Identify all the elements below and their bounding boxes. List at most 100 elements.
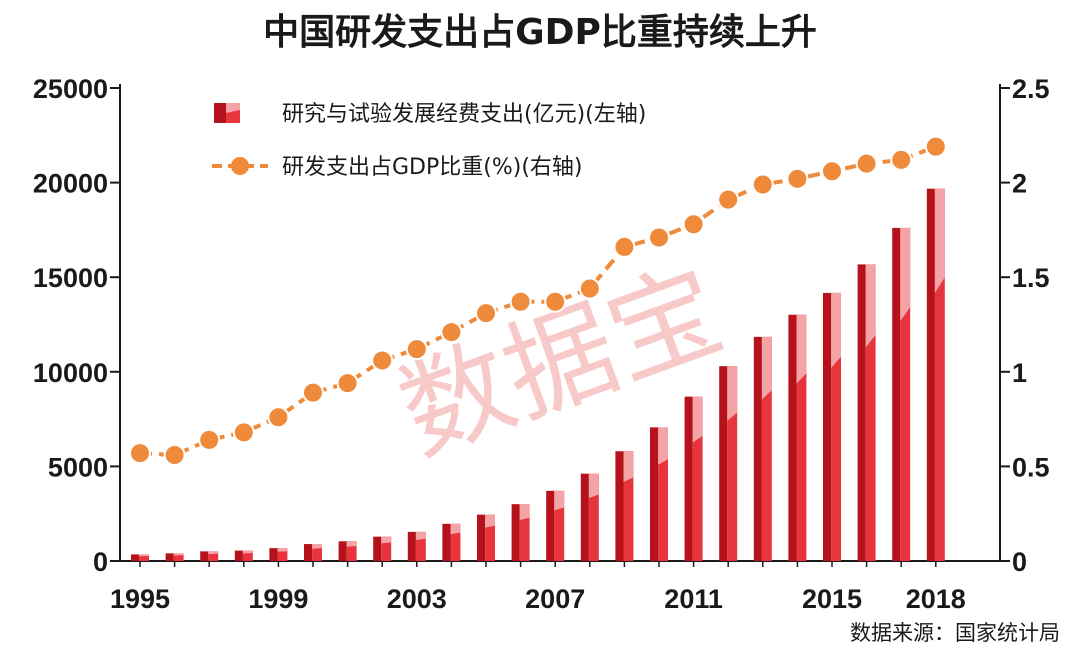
bar-face — [831, 292, 841, 561]
bar-highlight — [900, 227, 911, 322]
x-tick-label: 2007 — [525, 584, 585, 614]
line-point — [475, 302, 497, 325]
bar-face — [415, 531, 426, 561]
bar-shade — [407, 531, 416, 561]
bar-face — [761, 336, 772, 561]
bar-shade — [269, 548, 278, 561]
x-tick-label: 2018 — [906, 584, 966, 614]
x-tick-label: 1999 — [248, 584, 308, 614]
y-right-tick-label: 0 — [1012, 547, 1027, 577]
bar-shade — [373, 536, 382, 561]
bar-face — [173, 553, 184, 561]
bar-face — [934, 188, 945, 561]
line-point — [129, 442, 151, 465]
bar — [165, 553, 184, 561]
bar-face — [623, 451, 634, 561]
bar-face — [312, 544, 322, 561]
bar — [788, 314, 807, 561]
bar — [615, 451, 634, 561]
bar — [684, 396, 703, 561]
line-point — [405, 338, 428, 361]
bar-highlight — [865, 264, 876, 348]
bar-shade — [338, 541, 347, 561]
bar-face — [554, 490, 565, 561]
watermark-text: 数据宝 — [384, 245, 738, 478]
line-point — [336, 372, 359, 395]
bar-shade — [650, 427, 659, 561]
y-left-tick-label: 25000 — [33, 74, 108, 104]
y-right-tick-label: 2.5 — [1012, 74, 1050, 104]
legend-item-bar: 研究与试验发展经费支出(亿元)(左轴) — [214, 102, 646, 127]
source-note: 数据来源：国家统计局 — [850, 621, 1060, 645]
y-left-tick-label: 15000 — [33, 263, 108, 293]
bar-highlight — [208, 551, 219, 555]
bar-face — [519, 504, 530, 561]
y-left-tick-label: 10000 — [33, 358, 108, 388]
line-point — [371, 349, 394, 372]
legend-label-line: 研发支出占GDP比重(%)(右轴) — [282, 155, 583, 180]
bar-shade — [511, 504, 520, 561]
bar-highlight — [415, 531, 426, 541]
y-left-tick-label: 0 — [93, 547, 108, 577]
bar — [511, 504, 530, 561]
line-point — [648, 226, 670, 249]
legend-label-bar: 研究与试验发展经费支出(亿元)(左轴) — [282, 102, 646, 127]
bar-face — [450, 523, 461, 561]
line-point — [198, 428, 221, 451]
bar-highlight — [934, 188, 945, 293]
bar-shade — [615, 451, 624, 561]
bar-face — [277, 548, 288, 561]
bar-shade — [580, 473, 589, 561]
line-point — [890, 148, 913, 171]
bar-shade — [719, 366, 728, 561]
line-point — [786, 167, 809, 190]
legend-marker-swatch — [231, 157, 249, 175]
bar-shade — [442, 523, 451, 561]
line-point — [163, 444, 186, 467]
bar-face — [208, 551, 219, 561]
line-point — [509, 290, 532, 313]
bar-face — [139, 554, 149, 561]
bar-series — [131, 188, 945, 562]
line-point — [855, 152, 878, 175]
x-tick-label: 2003 — [387, 584, 447, 614]
bar-highlight — [173, 553, 184, 556]
bar-highlight — [381, 536, 392, 544]
bar-face — [381, 536, 392, 561]
bar-highlight — [554, 490, 565, 511]
bar-highlight — [658, 427, 668, 465]
bar — [892, 227, 911, 562]
bar-face — [796, 314, 807, 561]
bar-highlight — [796, 314, 807, 384]
bar-face — [588, 473, 599, 561]
line-point — [232, 421, 255, 444]
line-point — [717, 188, 740, 211]
bar — [753, 336, 772, 561]
bar-shade — [304, 544, 313, 561]
bar-highlight — [727, 366, 738, 421]
bar-shade — [684, 396, 693, 561]
bar — [926, 188, 945, 561]
y-left-tick-label: 20000 — [33, 169, 108, 199]
line-point — [544, 290, 567, 313]
x-tick-label: 1995 — [110, 584, 170, 614]
line-point — [751, 173, 774, 196]
bar-highlight — [139, 554, 149, 557]
bar — [269, 548, 288, 561]
bar-highlight — [346, 541, 357, 547]
bar-shade — [788, 314, 797, 561]
bar — [823, 292, 841, 561]
line-point — [613, 235, 636, 258]
bar-face — [900, 227, 911, 562]
line-series — [129, 135, 947, 467]
bar-highlight — [519, 504, 530, 521]
bar-face — [242, 550, 253, 561]
bar — [407, 531, 426, 561]
bar-face — [727, 366, 738, 561]
y-left-tick-label: 5000 — [48, 452, 108, 482]
y-right-tick-label: 0.5 — [1012, 452, 1050, 482]
bar-face — [865, 264, 876, 561]
bar-shade — [892, 227, 901, 562]
line-point — [302, 381, 324, 404]
